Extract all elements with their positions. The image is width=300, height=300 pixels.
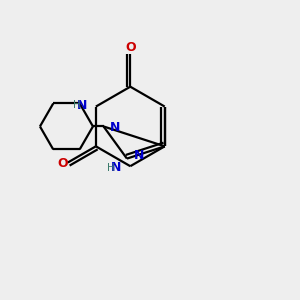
Text: N: N (111, 161, 122, 174)
Text: H: H (73, 100, 81, 110)
Text: O: O (125, 41, 136, 54)
Text: N: N (77, 99, 87, 112)
Text: N: N (134, 149, 145, 162)
Text: N: N (110, 122, 120, 134)
Text: H: H (107, 163, 115, 173)
Text: O: O (57, 158, 68, 170)
